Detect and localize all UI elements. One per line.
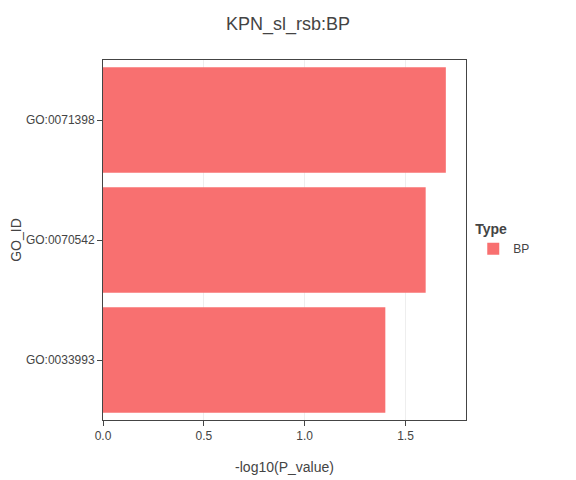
svg-text:GO:0070542: GO:0070542 [26,233,95,247]
svg-text:GO:0071398: GO:0071398 [26,113,95,127]
svg-text:0.0: 0.0 [95,429,112,443]
svg-text:GO:0033993: GO:0033993 [26,353,95,367]
svg-text:GO_ID: GO_ID [8,218,24,262]
svg-text:1.0: 1.0 [296,429,313,443]
svg-text:KPN_sl_rsb:BP: KPN_sl_rsb:BP [226,14,350,35]
svg-text:Type: Type [475,221,507,237]
svg-text:0.5: 0.5 [195,429,212,443]
svg-text:-log10(P_value): -log10(P_value) [235,459,334,475]
svg-text:1.5: 1.5 [397,429,414,443]
svg-text:BP: BP [513,242,529,256]
